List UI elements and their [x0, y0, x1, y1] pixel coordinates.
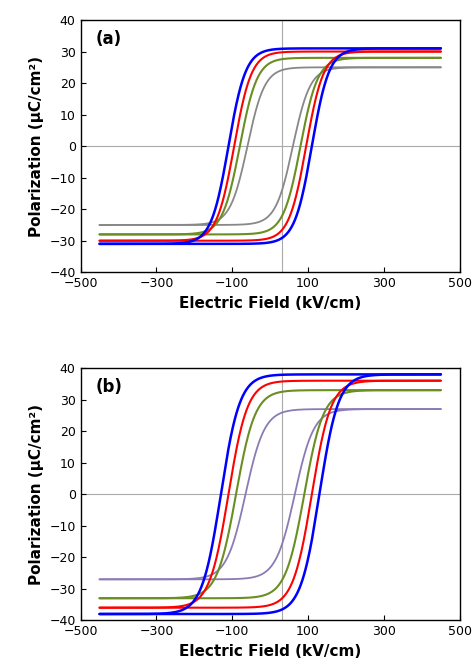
Y-axis label: Polarization (μC/cm²): Polarization (μC/cm²) [29, 404, 44, 585]
X-axis label: Electric Field (kV/cm): Electric Field (kV/cm) [179, 295, 361, 311]
Text: (b): (b) [96, 378, 123, 396]
Y-axis label: Polarization (μC/cm²): Polarization (μC/cm²) [29, 55, 44, 237]
Text: (a): (a) [96, 30, 122, 48]
X-axis label: Electric Field (kV/cm): Electric Field (kV/cm) [179, 644, 361, 659]
